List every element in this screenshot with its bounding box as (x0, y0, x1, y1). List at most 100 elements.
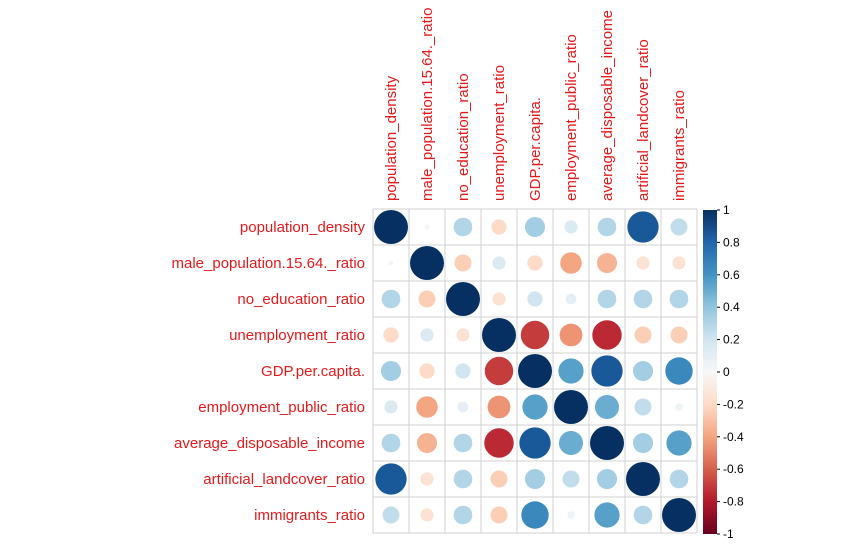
colorbar-tick-label: -1 (723, 527, 734, 541)
correlation-circle (670, 218, 688, 236)
correlation-circle (524, 216, 546, 238)
correlation-circle (520, 320, 550, 350)
colorbar-tick-label: 0.6 (723, 268, 740, 282)
correlation-circle (381, 289, 401, 309)
row-label: GDP.per.capita. (261, 363, 365, 380)
correlation-circle (388, 260, 394, 266)
column-label: population_density (383, 75, 400, 201)
correlation-circle (487, 395, 511, 419)
correlation-circle (666, 430, 692, 456)
correlation-circle (374, 210, 408, 244)
column-label: artificial_landcover_ratio (635, 39, 652, 201)
row-label: average_disposable_income (174, 435, 365, 452)
row-label: employment_public_ratio (198, 399, 365, 416)
correlation-circle (633, 505, 653, 525)
column-labels: population_density male_population.15.64.… (383, 8, 688, 201)
correlation-circle (672, 256, 686, 270)
correlation-circle (522, 394, 548, 420)
correlation-circle (558, 358, 584, 384)
correlation-circle (453, 469, 473, 489)
correlation-circle (454, 254, 472, 272)
correlation-circle (456, 328, 470, 342)
correlation-circle (669, 469, 689, 489)
colorbar-tick-label: -0.8 (723, 495, 744, 509)
correlation-circle (567, 511, 575, 519)
row-label: unemployment_ratio (229, 327, 365, 344)
correlation-circle (416, 432, 438, 454)
correlation-circle (670, 326, 688, 344)
colorbar-tick-label: -0.6 (723, 462, 744, 476)
grid (372, 208, 698, 534)
correlation-circle (492, 256, 506, 270)
correlation-circle (382, 506, 400, 524)
correlation-circle (634, 398, 652, 416)
correlation-circle (446, 282, 480, 316)
correlation-circle (383, 327, 399, 343)
column-label: GDP.per.capita. (527, 97, 544, 201)
correlation-circle (634, 326, 652, 344)
correlation-circle (455, 363, 471, 379)
colorbar-tick-label: 0 (723, 365, 730, 379)
correlation-circle (490, 470, 508, 488)
colorbar-gradient (703, 210, 717, 534)
row-label: immigrants_ratio (254, 507, 365, 524)
correlation-circle (596, 468, 618, 490)
row-labels: population_density male_population.15.64.… (172, 219, 366, 524)
correlation-circle (380, 360, 402, 382)
correlation-circle (419, 363, 435, 379)
colorbar-tick-label: 0.2 (723, 333, 740, 347)
correlation-circle (597, 217, 617, 237)
correlation-circle (490, 506, 508, 524)
column-label: employment_public_ratio (563, 34, 580, 201)
correlation-circle (527, 291, 543, 307)
column-label: average_disposable_income (599, 10, 616, 201)
correlation-circle (669, 289, 689, 309)
colorbar-tick-label: 0.4 (723, 300, 740, 314)
correlation-circle (420, 472, 434, 486)
correlation-circle (560, 252, 582, 274)
correlation-circles (374, 210, 696, 532)
correlation-circle (596, 252, 618, 274)
correlation-circle (564, 220, 578, 234)
row-label: no_education_ratio (237, 291, 365, 308)
column-label: immigrants_ratio (671, 90, 688, 201)
row-label: male_population.15.64._ratio (172, 255, 365, 272)
correlation-circle (527, 255, 543, 271)
row-label: population_density (240, 219, 366, 236)
correlation-circle (418, 290, 436, 308)
correlation-circle (375, 463, 407, 495)
correlation-circle (484, 428, 514, 458)
correlation-circle (662, 498, 696, 532)
correlation-circle (381, 433, 401, 453)
correlation-circle (524, 468, 546, 490)
correlation-circle (482, 318, 516, 352)
correlation-circle (558, 430, 584, 456)
correlation-circle (416, 396, 438, 418)
correlation-circle (457, 401, 469, 413)
correlation-circle (590, 426, 624, 460)
correlation-circle (594, 394, 620, 420)
correlation-circle (453, 217, 473, 237)
correlation-circle (665, 357, 693, 385)
correlation-circle (424, 224, 430, 230)
correlation-circle (633, 289, 653, 309)
correlation-circle (594, 502, 620, 528)
correlation-circle (565, 293, 577, 305)
correlation-circle (420, 328, 434, 342)
column-label: no_education_ratio (455, 73, 472, 201)
correlation-circle (554, 390, 588, 424)
correlation-circle (410, 246, 444, 280)
colorbar: -1 -0.8 -0.6 -0.4 -0.2 0 0.2 0.4 0.6 0.8 1 (703, 203, 744, 541)
row-label: artificial_landcover_ratio (203, 471, 365, 488)
colorbar-tick-label: -0.2 (723, 397, 744, 411)
correlation-circle (492, 292, 506, 306)
colorbar-tick-label: 1 (723, 203, 730, 217)
correlation-circle (592, 320, 622, 350)
correlation-circle (627, 211, 659, 243)
correlation-circle (453, 505, 473, 525)
correlation-circle (636, 256, 650, 270)
colorbar-tick-label: -0.4 (723, 430, 744, 444)
correlation-circle (521, 501, 549, 529)
correlation-circle (632, 432, 654, 454)
